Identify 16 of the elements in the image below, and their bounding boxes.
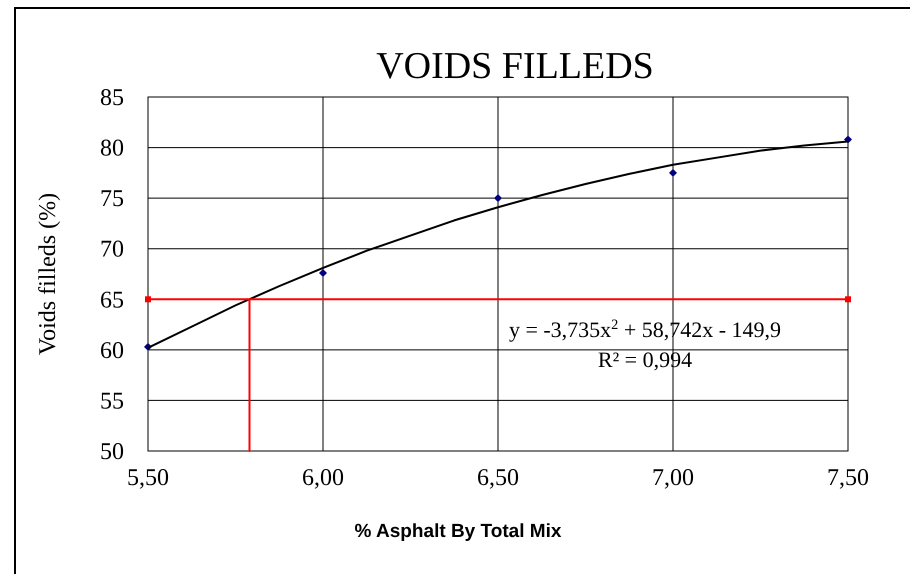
x-tick-label: 6,00 — [302, 465, 344, 491]
y-tick-label: 60 — [100, 338, 124, 364]
y-tick-label: 70 — [100, 236, 124, 263]
chart-title: VOIDS FILLEDS — [376, 45, 654, 87]
y-axis-title: Voids filleds (%) — [35, 192, 61, 356]
x-axis-title: % Asphalt By Total Mix — [354, 521, 562, 542]
y-tick-label: 50 — [100, 439, 124, 465]
y-tick-label: 75 — [100, 186, 124, 212]
y-tick-label: 80 — [100, 136, 124, 162]
y-tick-label: 85 — [100, 85, 124, 111]
x-tick-label: 7,50 — [827, 465, 869, 491]
x-tick-label: 6,50 — [477, 465, 519, 491]
x-tick-label: 5,50 — [127, 465, 169, 491]
y-tick-label: 55 — [100, 388, 124, 414]
y-tick-label: 65 — [100, 287, 124, 314]
x-tick-label: 7,00 — [652, 465, 694, 491]
